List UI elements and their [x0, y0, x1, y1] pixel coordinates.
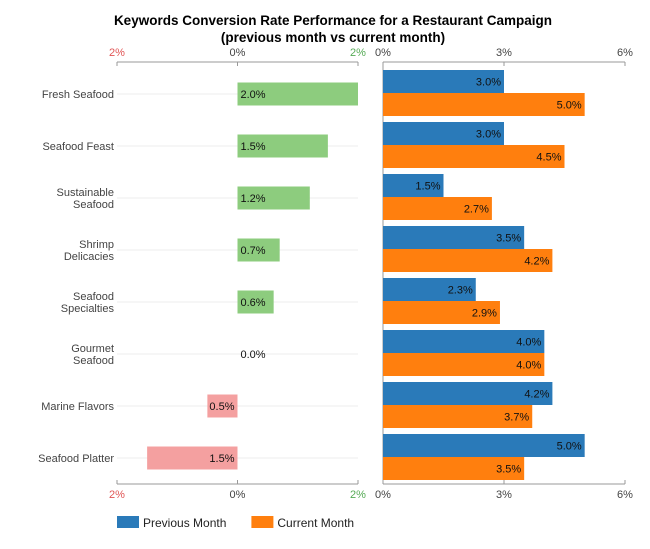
- category-label-line: Seafood Platter: [38, 453, 114, 465]
- chart-subtitle: (previous month vs current month): [221, 30, 445, 45]
- previous-month-bar: [383, 70, 504, 93]
- category-label: Shrimp Delicacies: [64, 239, 115, 263]
- change-bar: [147, 446, 238, 470]
- previous-month-bar: [383, 434, 585, 457]
- previous-month-value-label: 5.0%: [557, 441, 582, 453]
- category-label-line: Delicacies: [64, 251, 115, 263]
- category-label-line: Specialties: [61, 303, 115, 315]
- change-value-label: 0.0%: [241, 349, 266, 361]
- previous-month-bar: [383, 382, 553, 405]
- previous-month-value-label: 4.2%: [524, 389, 549, 401]
- current-month-value-label: 4.5%: [536, 152, 561, 164]
- previous-month-value-label: 3.0%: [476, 77, 501, 89]
- category-label: Seafood Specialties: [61, 291, 115, 315]
- current-month-value-label: 5.0%: [557, 100, 582, 112]
- legend-swatch: [117, 516, 139, 528]
- change-value-label: 0.5%: [209, 401, 234, 413]
- category-label: Gourmet Seafood: [71, 343, 114, 367]
- current-month-bar: [383, 353, 545, 376]
- change-tick-label: 0%: [230, 47, 246, 59]
- current-month-value-label: 4.2%: [524, 256, 549, 268]
- current-month-value-label: 3.5%: [496, 464, 521, 476]
- chart-title: Keywords Conversion Rate Performance for…: [114, 13, 552, 28]
- change-tick-label: 0%: [230, 489, 246, 501]
- category-label-line: Fresh Seafood: [42, 89, 114, 101]
- current-month-bar: [383, 145, 565, 168]
- category-label-line: Seafood: [73, 291, 114, 303]
- change-bar: [237, 82, 358, 106]
- legend-label: Current Month: [277, 516, 354, 530]
- comparison-tick-label: 6%: [617, 47, 633, 59]
- change-value-label: 1.5%: [241, 141, 266, 153]
- current-month-bar: [383, 405, 533, 428]
- category-label: Seafood Feast: [42, 141, 114, 153]
- category-label-line: Sustainable: [57, 187, 115, 199]
- category-label-line: Marine Flavors: [41, 401, 114, 413]
- category-label: Seafood Platter: [38, 453, 114, 465]
- change-value-label: 0.6%: [241, 297, 266, 309]
- legend: Previous Month Current Month: [117, 516, 354, 530]
- previous-month-bar: [383, 330, 545, 353]
- comparison-tick-label: 3%: [496, 47, 512, 59]
- current-month-bar: [383, 93, 585, 116]
- change-bar: [237, 134, 328, 158]
- change-tick-label: 2%: [350, 47, 366, 59]
- previous-month-bar: [383, 122, 504, 145]
- category-label-line: Shrimp: [79, 239, 114, 251]
- previous-month-value-label: 3.0%: [476, 129, 501, 141]
- comparison-tick-label: 6%: [617, 489, 633, 501]
- change-tick-label: 2%: [350, 489, 366, 501]
- change-value-label: 0.7%: [241, 245, 266, 257]
- change-bar: [237, 238, 280, 262]
- current-month-value-label: 3.7%: [504, 412, 529, 424]
- legend-label: Previous Month: [143, 516, 226, 530]
- category-label-line: Gourmet: [71, 343, 114, 355]
- change-value-label: 1.2%: [241, 193, 266, 205]
- change-panel: 2.0% 1.5% 1.2% 0.7% 0.6% 0.0% 0.5% 1.5%: [147, 82, 358, 470]
- current-month-value-label: 2.9%: [472, 308, 497, 320]
- change-bar: [237, 186, 310, 210]
- category-label-line: Seafood: [73, 355, 114, 367]
- current-month-value-label: 2.7%: [464, 204, 489, 216]
- change-value-label: 1.5%: [209, 453, 234, 465]
- legend-swatch: [251, 516, 274, 528]
- change-tick-label: 2%: [109, 489, 125, 501]
- previous-month-value-label: 2.3%: [448, 285, 473, 297]
- previous-month-bar: [383, 278, 476, 301]
- previous-month-bar: [383, 226, 525, 249]
- category-label: Fresh Seafood: [42, 89, 114, 101]
- category-label-line: Seafood Feast: [42, 141, 114, 153]
- comparison-tick-label: 0%: [375, 489, 391, 501]
- comparison-tick-label: 3%: [496, 489, 512, 501]
- current-month-value-label: 4.0%: [516, 360, 541, 372]
- previous-month-bar: [383, 174, 444, 197]
- category-label: Sustainable Seafood: [57, 187, 115, 211]
- change-value-label: 2.0%: [241, 89, 266, 101]
- comparison-panel: 3.0%5.0%3.0%4.5%1.5%2.7%3.5%4.2%2.3%2.9%…: [383, 70, 585, 480]
- category-label: Marine Flavors: [41, 401, 114, 413]
- change-tick-label: 2%: [109, 47, 125, 59]
- comparison-tick-label: 0%: [375, 47, 391, 59]
- previous-month-value-label: 4.0%: [516, 337, 541, 349]
- previous-month-value-label: 1.5%: [415, 181, 440, 193]
- category-label-line: Seafood: [73, 199, 114, 211]
- change-bar: [237, 290, 274, 314]
- current-month-bar: [383, 197, 492, 220]
- change-bar: [207, 394, 238, 418]
- current-month-bar: [383, 301, 500, 324]
- current-month-bar: [383, 457, 525, 480]
- current-month-bar: [383, 249, 553, 272]
- previous-month-value-label: 3.5%: [496, 233, 521, 245]
